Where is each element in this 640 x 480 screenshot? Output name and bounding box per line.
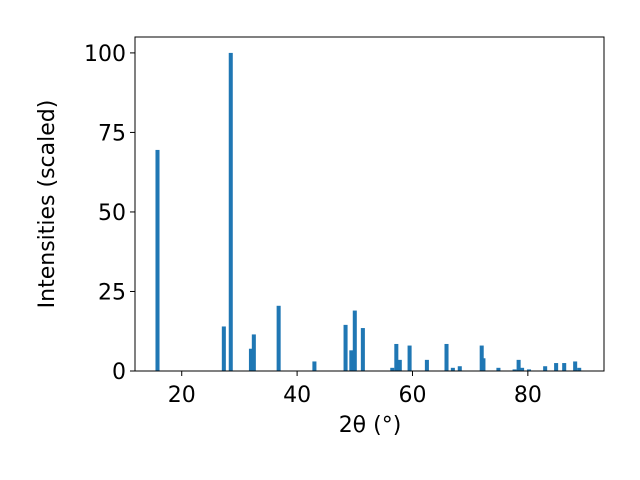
bar xyxy=(573,361,578,371)
bar xyxy=(352,310,357,371)
bar xyxy=(248,348,253,371)
bar xyxy=(407,345,412,371)
bar xyxy=(394,343,399,371)
bar xyxy=(228,52,233,372)
bar xyxy=(577,367,582,371)
bar xyxy=(496,367,501,371)
bar xyxy=(481,358,486,371)
bar xyxy=(424,359,429,371)
bar xyxy=(526,369,532,371)
x-tick-label: 80 xyxy=(514,383,542,408)
bar xyxy=(221,326,226,371)
bar xyxy=(155,149,160,371)
bar xyxy=(444,343,449,371)
y-tick-label: 50 xyxy=(98,201,126,226)
bar xyxy=(343,324,348,371)
bar xyxy=(276,305,281,371)
bar xyxy=(516,359,521,371)
bar xyxy=(562,363,567,371)
x-tick-label: 20 xyxy=(168,383,196,408)
y-tick-label: 75 xyxy=(98,121,126,146)
bar xyxy=(512,369,517,371)
bar xyxy=(390,367,395,371)
bar xyxy=(543,366,548,371)
x-tick-label: 40 xyxy=(283,383,311,408)
bar xyxy=(520,367,525,371)
bar xyxy=(349,350,354,371)
y-tick-label: 25 xyxy=(98,280,126,305)
bar xyxy=(554,363,559,371)
bar xyxy=(312,361,317,371)
plot-frame xyxy=(134,36,605,372)
bar xyxy=(397,359,402,371)
y-tick-label: 0 xyxy=(112,360,126,385)
bar xyxy=(450,367,455,371)
x-tick-label: 60 xyxy=(398,383,426,408)
y-axis-label: Intensities (scaled) xyxy=(35,100,60,309)
y-tick-label: 100 xyxy=(84,42,126,67)
x-axis-label: 2θ (°) xyxy=(339,413,402,438)
bar xyxy=(457,366,462,371)
bar xyxy=(251,334,256,371)
bar xyxy=(360,328,365,371)
